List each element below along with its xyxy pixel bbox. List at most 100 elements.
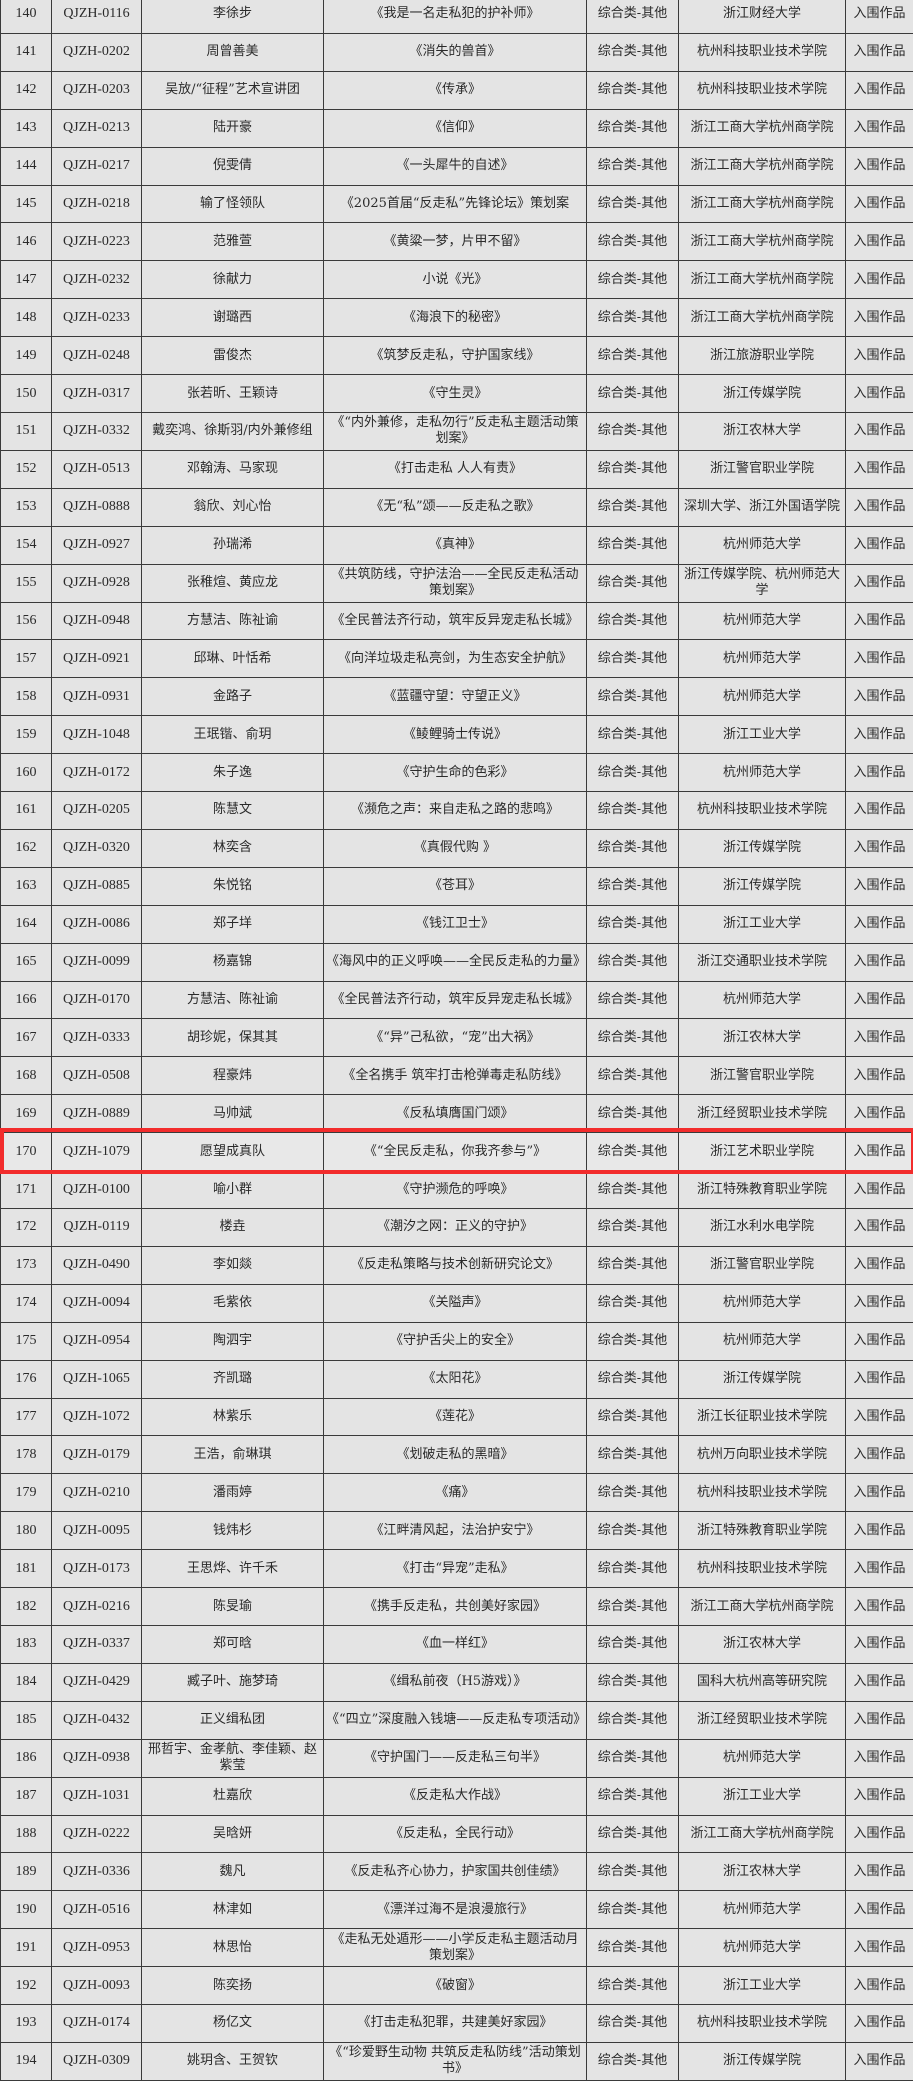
author-cell: 胡珍妮，保其其 [141, 1018, 324, 1058]
row-number-cell: 157 [0, 639, 52, 679]
work-title-cell: 《走私无处遁形——小学反走私主题活动月策划案》 [323, 1928, 587, 1968]
code-cell: QJZH-0205 [51, 791, 142, 830]
result-cell: 入围作品 [845, 791, 913, 830]
result-cell: 入围作品 [845, 336, 913, 376]
category-cell: 综合类-其他 [586, 753, 679, 793]
row-number-cell: 181 [0, 1549, 52, 1589]
work-title-cell: 《破窗》 [323, 1966, 587, 2006]
school-cell: 杭州师范大学 [678, 1283, 846, 1323]
author-cell: 吴晗妍 [141, 1814, 324, 1854]
table-row: 143 QJZH-0213 陆开豪 《信仰》 综合类-其他 浙江工商大学杭州商学院 入围作品 [0, 108, 913, 148]
result-cell: 入围作品 [845, 1094, 913, 1134]
work-title-cell: 《反走私策略与技术创新研究论文》 [323, 1245, 587, 1285]
category-cell: 综合类-其他 [586, 1549, 679, 1589]
table-row: 155 QJZH-0928 张稚煊、黄应龙 《共筑防线，守护法治——全民反走私活动策划… [0, 563, 913, 603]
author-cell: 杜嘉欣 [141, 1776, 324, 1816]
result-cell: 入围作品 [845, 1587, 913, 1626]
table-row: 152 QJZH-0513 邓翰涛、马家现 《打击走私 人人有责》 综合类-其他 浙江警官… [0, 449, 913, 489]
author-cell: 王思烨、许千禾 [141, 1549, 324, 1589]
author-cell: 方慧洁、陈祉谕 [141, 601, 324, 641]
author-cell: 马帅斌 [141, 1094, 324, 1134]
code-cell: QJZH-0086 [51, 904, 142, 944]
row-number-cell: 192 [0, 1966, 52, 2006]
school-cell: 浙江传媒学院 [678, 828, 846, 868]
author-cell: 陆开豪 [141, 108, 324, 148]
row-number-cell: 175 [0, 1321, 52, 1361]
code-cell: QJZH-0095 [51, 1511, 142, 1551]
result-cell: 入围作品 [845, 260, 913, 300]
category-cell: 综合类-其他 [586, 942, 679, 982]
school-cell: 浙江交通职业技术学院 [678, 942, 846, 982]
table-row: 187 QJZH-1031 杜嘉欣 《反走私大作战》 综合类-其他 浙江工业大学 入围作品 [0, 1776, 913, 1816]
row-number-cell: 155 [0, 563, 52, 603]
code-cell: QJZH-0938 [51, 1738, 142, 1778]
result-cell: 入围作品 [845, 1435, 913, 1475]
work-title-cell: 《“珍爱野生动物 共筑反走私防线”活动策划书》 [323, 2041, 587, 2081]
result-cell: 入围作品 [845, 753, 913, 793]
school-cell: 浙江工商大学杭州商学院 [678, 146, 846, 186]
author-cell: 林奕含 [141, 828, 324, 868]
code-cell: QJZH-0116 [51, 0, 142, 34]
category-cell: 综合类-其他 [586, 1776, 679, 1816]
category-cell: 综合类-其他 [586, 108, 679, 148]
category-cell: 综合类-其他 [586, 1359, 679, 1399]
result-cell: 入围作品 [845, 1776, 913, 1816]
category-cell: 综合类-其他 [586, 487, 679, 527]
work-title-cell: 《痛》 [323, 1473, 587, 1513]
table-row: 184 QJZH-0429 臧子叶、施梦琦 《缉私前夜（H5游戏）》 综合类-其他 国科大… [0, 1662, 913, 1702]
work-title-cell: 《打击走私犯罪，共建美好家园》 [323, 2004, 587, 2043]
work-title-cell: 《信仰》 [323, 108, 587, 148]
school-cell: 浙江农林大学 [678, 1852, 846, 1892]
work-title-cell: 《太阳花》 [323, 1359, 587, 1399]
work-title-cell: 《全名携手 筑牢打击枪弹毒走私防线》 [323, 1056, 587, 1096]
school-cell: 杭州科技职业技术学院 [678, 1473, 846, 1513]
table-row: 153 QJZH-0888 翁欣、刘心怡 《无“私”颂——反走私之歌》 综合类-其他 深圳… [0, 487, 913, 527]
row-number-cell: 159 [0, 715, 52, 755]
work-title-cell: 小说《光》 [323, 260, 587, 300]
category-cell: 综合类-其他 [586, 791, 679, 830]
table-row: 141 QJZH-0202 周曾善美 《消失的兽首》 综合类-其他 杭州科技职业技术学院入… [0, 32, 913, 72]
row-number-cell: 163 [0, 866, 52, 906]
table-row: 145 QJZH-0218 输了怪领队 《2025首届“反走私”先锋论坛》策划案 综合类… [0, 184, 913, 224]
table-row: 148 QJZH-0233 谢璐西 《海浪下的秘密》 综合类-其他 浙江工商大学杭州商学院… [0, 298, 913, 338]
code-cell: QJZH-0432 [51, 1700, 142, 1740]
author-cell: 张若昕、王颖诗 [141, 374, 324, 413]
category-cell: 综合类-其他 [586, 1094, 679, 1134]
result-cell: 入围作品 [845, 1245, 913, 1285]
table-row: 181 QJZH-0173 王思烨、许千禾 《打击“异宠”走私》 综合类-其他 杭州科技职… [0, 1549, 913, 1589]
row-number-cell: 179 [0, 1473, 52, 1513]
author-cell: 方慧洁、陈祉谕 [141, 980, 324, 1020]
category-cell: 综合类-其他 [586, 1208, 679, 1247]
result-cell: 入围作品 [845, 1624, 913, 1664]
row-number-cell: 174 [0, 1283, 52, 1323]
school-cell: 浙江工商大学杭州商学院 [678, 222, 846, 262]
row-number-cell: 194 [0, 2041, 52, 2081]
code-cell: QJZH-0490 [51, 1245, 142, 1285]
result-cell: 入围作品 [845, 677, 913, 717]
table-row: 185 QJZH-0432 正义缉私团 《“四立”深度融入钱塘——反走私专项活动》 综合… [0, 1700, 913, 1740]
school-cell: 浙江工商大学杭州商学院 [678, 108, 846, 148]
table-row: 193 QJZH-0174 杨亿文 《打击走私犯罪，共建美好家园》 综合类-其他 杭州科技… [0, 2004, 913, 2043]
author-cell: 正义缉私团 [141, 1700, 324, 1740]
category-cell: 综合类-其他 [586, 904, 679, 944]
row-number-cell: 168 [0, 1056, 52, 1096]
category-cell: 综合类-其他 [586, 184, 679, 224]
school-cell: 浙江长征职业技术学院 [678, 1397, 846, 1437]
code-cell: QJZH-0217 [51, 146, 142, 186]
author-cell: 潘雨婷 [141, 1473, 324, 1513]
table-row: 165 QJZH-0099 杨嘉锦 《海风中的正义呼唤——全民反走私的力量》 综合类-其… [0, 942, 913, 982]
row-number-cell: 173 [0, 1245, 52, 1285]
result-cell: 入围作品 [845, 146, 913, 186]
author-cell: 雷俊杰 [141, 336, 324, 376]
code-cell: QJZH-1079 [51, 1132, 142, 1172]
table-row: 154 QJZH-0927 孙瑞浠 《真神》 综合类-其他 杭州师范大学 入围作品 [0, 525, 913, 565]
table-row: 190 QJZH-0516 林津如 《漂洋过海不是浪漫旅行》 综合类-其他 杭州师范大学入… [0, 1890, 913, 1930]
category-cell: 综合类-其他 [586, 374, 679, 413]
work-title-cell: 《守护濒危的呼唤》 [323, 1170, 587, 1209]
school-cell: 浙江工业大学 [678, 715, 846, 755]
row-number-cell: 142 [0, 70, 52, 110]
row-number-cell: 164 [0, 904, 52, 944]
author-cell: 金路子 [141, 677, 324, 717]
school-cell: 浙江工商大学杭州商学院 [678, 260, 846, 300]
category-cell: 综合类-其他 [586, 1132, 679, 1172]
